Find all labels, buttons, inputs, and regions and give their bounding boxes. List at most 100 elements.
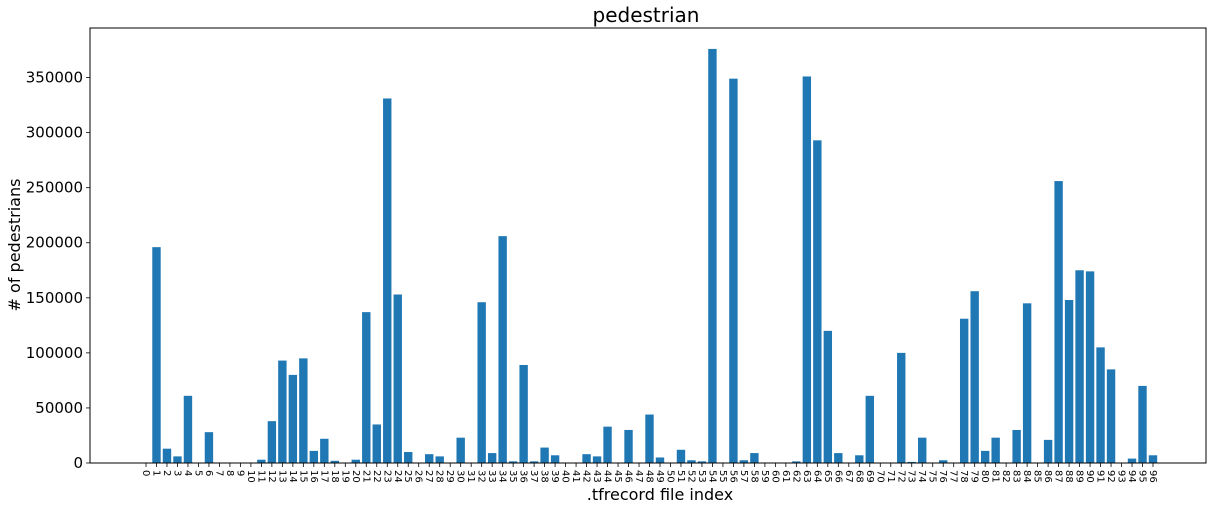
bar-14 (288, 374, 298, 463)
bar-69 (865, 395, 874, 463)
x-tick-label: 90 (1084, 470, 1095, 483)
bar-49 (655, 457, 665, 463)
bar-37 (529, 461, 539, 463)
bar-15 (299, 358, 308, 463)
x-tick-label: 69 (864, 470, 875, 483)
x-tick-label: 13 (276, 470, 287, 483)
x-tick-label: 34 (497, 470, 508, 483)
bar-12 (267, 421, 277, 463)
x-tick-label: 52 (685, 470, 696, 483)
x-tick-label: 25 (402, 470, 413, 483)
x-tick-label: 63 (801, 470, 812, 483)
bar-46 (624, 429, 633, 463)
bar-86 (1043, 439, 1053, 463)
bar-87 (1054, 181, 1063, 463)
x-tick-label: 47 (633, 470, 644, 483)
x-tick-label: 95 (1137, 470, 1148, 483)
x-tick-label: 75 (927, 470, 938, 483)
x-tick-label: 70 (874, 470, 885, 483)
bar-76 (939, 460, 948, 463)
y-tick-label: 0 (73, 454, 83, 472)
bar-66 (834, 453, 843, 463)
x-tick-label: 51 (675, 470, 686, 483)
bar-81 (991, 437, 1000, 463)
x-tick-label: 73 (906, 470, 917, 483)
bar-17 (320, 438, 329, 463)
x-tick-label: 23 (381, 470, 392, 483)
x-tick-label: 22 (371, 470, 382, 483)
y-tick-label: 150000 (26, 289, 83, 307)
x-tick-label: 27 (423, 470, 434, 483)
x-tick-label: 19 (339, 470, 350, 483)
x-tick-label: 14 (287, 470, 298, 483)
x-tick-label: 30 (455, 470, 466, 483)
x-tick-label: 76 (937, 470, 948, 483)
x-tick-label: 56 (727, 470, 738, 483)
x-tick-label: 64 (811, 470, 822, 483)
bar-64 (813, 140, 822, 463)
bar-62 (792, 461, 801, 463)
bar-53 (697, 461, 707, 463)
bar-2 (162, 448, 172, 463)
x-tick-label: 55 (717, 470, 728, 483)
x-tick-label: 16 (308, 470, 319, 483)
x-tick-label: 36 (518, 470, 529, 483)
bar-89 (1075, 270, 1084, 463)
bars-group (152, 48, 1158, 464)
x-tick-label: 3 (171, 470, 182, 476)
x-tick-label: 39 (549, 470, 560, 483)
x-tick-label: 33 (486, 470, 497, 483)
x-tick-label: 67 (843, 470, 854, 483)
x-tick-label: 65 (822, 470, 833, 483)
x-tick-label: 94 (1126, 470, 1137, 483)
bar-36 (519, 364, 528, 463)
bar-42 (582, 454, 591, 463)
x-tick-label: 29 (444, 470, 455, 483)
y-axis-label: # of pedestrians (5, 179, 24, 312)
bar-20 (351, 459, 360, 463)
x-tick-label: 83 (1011, 470, 1022, 483)
bar-25 (404, 451, 413, 463)
bar-58 (750, 453, 759, 463)
bar-74 (918, 437, 927, 463)
bar-92 (1106, 369, 1116, 463)
x-tick-label: 68 (853, 470, 864, 483)
bar-21 (362, 312, 371, 463)
x-tick-label: 40 (560, 470, 571, 483)
x-tick-label: 58 (748, 470, 759, 483)
x-tick-label: 0 (140, 470, 151, 476)
x-tick-label: 88 (1063, 470, 1074, 483)
bar-88 (1064, 300, 1074, 463)
x-tick-label: 50 (664, 470, 675, 483)
bar-68 (855, 455, 864, 463)
x-tick-label: 80 (979, 470, 990, 483)
x-tick-label: 79 (969, 470, 980, 483)
y-tick-label: 350000 (26, 69, 83, 87)
bar-90 (1085, 271, 1095, 463)
bar-35 (508, 461, 518, 463)
bar-16 (309, 450, 319, 463)
x-tick-label: 9 (234, 470, 245, 476)
x-tick-label: 28 (434, 470, 445, 483)
x-tick-label: 41 (570, 470, 581, 483)
bar-51 (676, 449, 686, 463)
bar-34 (498, 236, 507, 463)
bar-54 (708, 48, 717, 464)
y-tick-label: 100000 (26, 344, 83, 362)
x-tick-label: 77 (948, 470, 959, 483)
x-tick-label: 1 (150, 470, 161, 476)
x-tick-label: 87 (1053, 470, 1064, 483)
x-tick-label: 20 (350, 470, 361, 483)
x-tick-label: 59 (759, 470, 770, 483)
x-tick-label: 5 (192, 470, 203, 476)
y-tick-label: 50000 (35, 399, 83, 417)
bar-43 (592, 456, 602, 463)
x-tick-label: 92 (1105, 470, 1116, 483)
x-tick-label: 11 (255, 470, 266, 483)
bar-83 (1012, 429, 1021, 463)
x-tick-label: 38 (539, 470, 550, 483)
x-tick-label: 57 (738, 470, 749, 483)
bar-80 (980, 450, 990, 463)
bar-11 (257, 459, 266, 463)
x-tick-label: 53 (696, 470, 707, 483)
